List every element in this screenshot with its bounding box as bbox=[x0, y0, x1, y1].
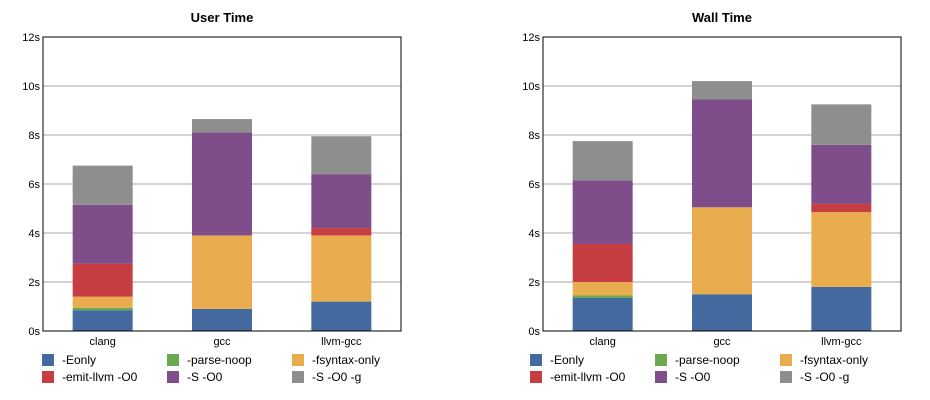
bar-segment bbox=[811, 104, 872, 145]
legend-swatch bbox=[42, 354, 54, 366]
y-tick-label: 12s bbox=[22, 32, 40, 44]
legend-swatch bbox=[42, 371, 54, 383]
bar-segment bbox=[192, 132, 252, 236]
bar-segment bbox=[311, 235, 372, 302]
bar-segment bbox=[311, 174, 372, 229]
bar-segment bbox=[192, 308, 252, 331]
plot-frame bbox=[542, 36, 902, 332]
y-tick-label: 0s bbox=[28, 326, 40, 338]
bar-segment bbox=[311, 136, 372, 175]
legend-item: -fsyntax-only bbox=[780, 352, 868, 368]
bar-segment bbox=[572, 297, 633, 331]
legend-swatch bbox=[780, 371, 792, 383]
legend-item: -parse-noop bbox=[655, 352, 740, 368]
legend-swatch bbox=[167, 354, 179, 366]
legend-swatch bbox=[655, 371, 667, 383]
bar-segment bbox=[572, 295, 633, 298]
x-tick-label: llvm-gcc bbox=[821, 336, 862, 348]
y-tick-label: 0s bbox=[528, 326, 540, 338]
bar-segment bbox=[811, 286, 872, 331]
bar-segment bbox=[811, 203, 872, 213]
bar-segment bbox=[72, 165, 133, 205]
bar-segment bbox=[692, 207, 752, 295]
legend-item: -S -O0 -g bbox=[780, 369, 849, 385]
legend-user-time: -Eonly -parse-noop -fsyntax-only -emit-llvm… bbox=[42, 352, 422, 392]
legend-swatch bbox=[530, 354, 542, 366]
legend-swatch bbox=[530, 371, 542, 383]
legend-label: -parse-noop bbox=[187, 353, 252, 367]
x-tick-label: llvm-gcc bbox=[321, 336, 362, 348]
legend-item: -S -O0 -g bbox=[292, 369, 361, 385]
legend-label: -parse-noop bbox=[675, 353, 740, 367]
legend-label: -S -O0 -g bbox=[800, 370, 850, 384]
bar-segment bbox=[692, 81, 752, 100]
legend-label: -Eonly bbox=[62, 353, 97, 367]
bar-segment bbox=[572, 244, 633, 282]
y-tick-label: 4s bbox=[28, 228, 40, 240]
y-tick-label: 10s bbox=[522, 81, 540, 93]
y-tick-label: 2s bbox=[28, 277, 40, 289]
legend-item: -emit-llvm -O0 bbox=[42, 369, 137, 385]
legend-label: -S -O0 bbox=[187, 370, 223, 384]
legend-item: -S -O0 bbox=[167, 369, 222, 385]
chart-1: Wall Time 0s 2s 4s 6s 8s 10s 12s clang gcc llvm-gc… bbox=[522, 10, 902, 348]
legend-item: -Eonly bbox=[42, 352, 96, 368]
bar-segment bbox=[572, 141, 633, 181]
legend-swatch bbox=[780, 354, 792, 366]
legend-wall-time: -Eonly -parse-noop -fsyntax-only -emit-llvm… bbox=[530, 352, 910, 392]
y-tick-label: 8s bbox=[28, 130, 40, 142]
bar-segment bbox=[572, 180, 633, 245]
legend-swatch bbox=[655, 354, 667, 366]
bar-segment bbox=[572, 282, 633, 296]
x-tick-label: gcc bbox=[713, 336, 731, 348]
legend-swatch bbox=[292, 354, 304, 366]
legend-swatch bbox=[292, 371, 304, 383]
legend-label: -fsyntax-only bbox=[800, 353, 869, 367]
y-tick-label: 2s bbox=[528, 277, 540, 289]
bar-segment bbox=[311, 228, 372, 236]
bar-segment bbox=[72, 310, 133, 331]
x-tick-label: clang bbox=[90, 336, 116, 348]
legend-label: -emit-llvm -O0 bbox=[550, 370, 626, 384]
y-tick-label: 8s bbox=[528, 130, 540, 142]
bar-segment bbox=[72, 204, 133, 264]
y-tick-label: 10s bbox=[22, 81, 40, 93]
legend-label: -emit-llvm -O0 bbox=[62, 370, 138, 384]
legend-label: -S -O0 bbox=[675, 370, 711, 384]
bar-segment bbox=[72, 296, 133, 308]
legend-item: -emit-llvm -O0 bbox=[530, 369, 625, 385]
y-tick-label: 12s bbox=[522, 32, 540, 44]
bar-segment bbox=[692, 99, 752, 208]
plot-frame bbox=[42, 36, 402, 332]
legend-label: -Eonly bbox=[550, 353, 585, 367]
bar-segment bbox=[72, 263, 133, 297]
legend-item: -Eonly bbox=[530, 352, 584, 368]
y-tick-label: 6s bbox=[28, 179, 40, 191]
chart-0: User Time 0s 2s 4s 6s 8s 10s 12s clang gcc llvm-gc… bbox=[22, 10, 402, 348]
chart-title: Wall Time bbox=[692, 10, 752, 25]
y-tick-label: 6s bbox=[528, 179, 540, 191]
legend-item: -S -O0 bbox=[655, 369, 710, 385]
bar-segment bbox=[692, 294, 752, 331]
chart-title: User Time bbox=[191, 10, 254, 25]
x-tick-label: clang bbox=[590, 336, 616, 348]
legend-item: -parse-noop bbox=[167, 352, 252, 368]
bar-segment bbox=[811, 144, 872, 204]
bar-segment bbox=[811, 212, 872, 287]
bar-segment bbox=[311, 301, 372, 331]
bar-segment bbox=[72, 307, 133, 311]
bar-segment bbox=[192, 119, 252, 133]
legend-swatch bbox=[167, 371, 179, 383]
legend-label: -fsyntax-only bbox=[312, 353, 381, 367]
legend-item: -fsyntax-only bbox=[292, 352, 380, 368]
x-tick-label: gcc bbox=[213, 336, 231, 348]
legend-label: -S -O0 -g bbox=[312, 370, 362, 384]
bar-segment bbox=[192, 235, 252, 309]
y-tick-label: 4s bbox=[528, 228, 540, 240]
